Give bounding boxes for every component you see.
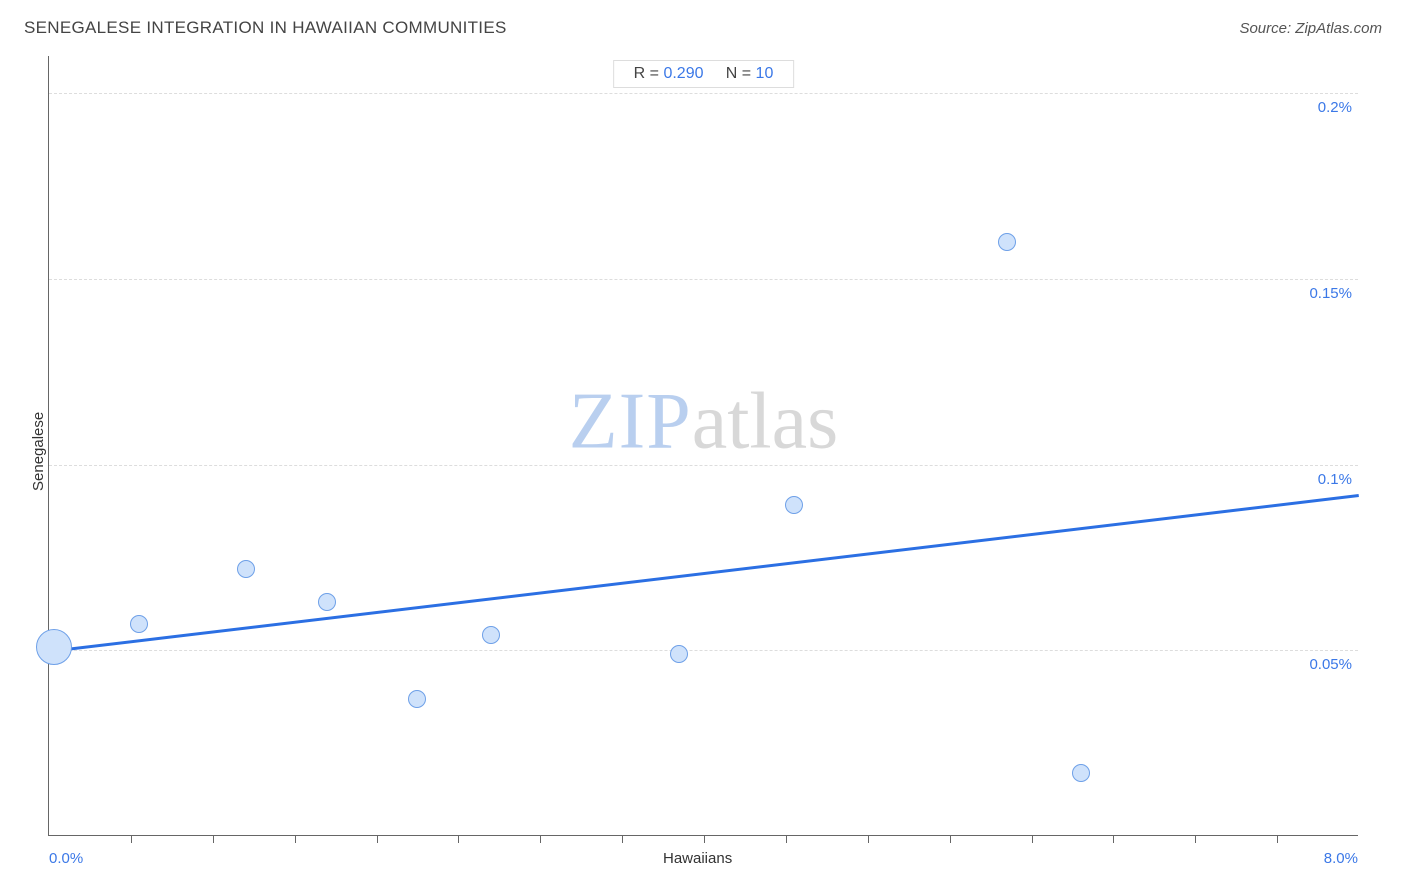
x-tick [1277, 835, 1278, 843]
scatter-point [482, 626, 500, 644]
x-tick [704, 835, 705, 843]
x-tick [950, 835, 951, 843]
scatter-point [36, 629, 72, 665]
r-value: 0.290 [663, 65, 703, 82]
x-tick [1195, 835, 1196, 843]
chart-header: SENEGALESE INTEGRATION IN HAWAIIAN COMMU… [24, 18, 1382, 38]
x-tick [786, 835, 787, 843]
x-tick [458, 835, 459, 843]
x-axis-label: Hawaiians [663, 850, 732, 867]
scatter-point [998, 233, 1016, 251]
scatter-point [237, 560, 255, 578]
x-tick [377, 835, 378, 843]
r-label: R = [634, 65, 664, 82]
gridline-h [49, 465, 1358, 466]
n-value: 10 [756, 65, 774, 82]
gridline-h [49, 279, 1358, 280]
scatter-point [785, 496, 803, 514]
y-tick-label: 0.1% [1318, 471, 1352, 488]
y-tick-label: 0.05% [1309, 656, 1352, 673]
x-tick [295, 835, 296, 843]
stats-box: R = 0.290 N = 10 [613, 60, 795, 88]
page-title: SENEGALESE INTEGRATION IN HAWAIIAN COMMU… [24, 18, 507, 38]
x-tick [131, 835, 132, 843]
scatter-point [670, 645, 688, 663]
scatter-point [1072, 764, 1090, 782]
x-tick [868, 835, 869, 843]
watermark: ZIPatlas [569, 377, 839, 468]
gridline-h [49, 93, 1358, 94]
x-tick-label: 0.0% [49, 850, 83, 867]
scatter-point [408, 690, 426, 708]
n-label: N = [726, 65, 756, 82]
source-label: Source: ZipAtlas.com [1239, 20, 1382, 37]
y-axis-label: Senegalese [30, 412, 47, 491]
x-tick [1032, 835, 1033, 843]
x-tick [622, 835, 623, 843]
scatter-point [130, 615, 148, 633]
watermark-zip: ZIP [569, 378, 692, 466]
x-tick [213, 835, 214, 843]
scatter-point [318, 593, 336, 611]
x-tick-label: 8.0% [1324, 850, 1358, 867]
x-tick [540, 835, 541, 843]
watermark-atlas: atlas [692, 378, 839, 466]
y-tick-label: 0.2% [1318, 99, 1352, 116]
gridline-h [49, 650, 1358, 651]
x-tick [1113, 835, 1114, 843]
y-tick-label: 0.15% [1309, 285, 1352, 302]
scatter-plot: ZIPatlas R = 0.290 N = 10 0.05% 0.1% 0.15%… [48, 56, 1358, 836]
